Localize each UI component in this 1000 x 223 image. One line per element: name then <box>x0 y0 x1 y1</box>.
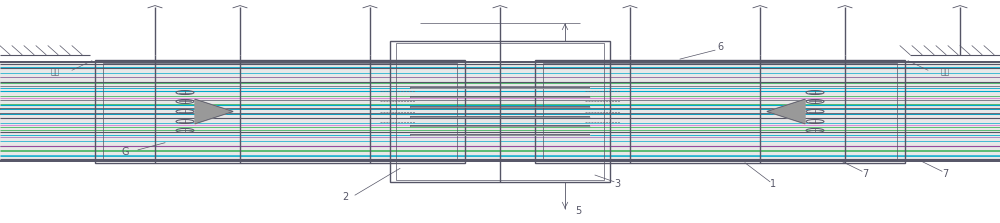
Text: 6: 6 <box>717 42 723 52</box>
Bar <box>396 43 604 180</box>
Text: 7: 7 <box>862 169 868 179</box>
Bar <box>95 60 465 163</box>
Text: G: G <box>121 147 129 157</box>
Bar <box>390 41 610 182</box>
Text: 2: 2 <box>342 192 348 202</box>
Text: 3: 3 <box>614 179 620 189</box>
Bar <box>543 63 897 160</box>
Polygon shape <box>767 99 805 124</box>
Polygon shape <box>195 99 233 124</box>
Text: 地基: 地基 <box>50 67 60 76</box>
Text: 地基: 地基 <box>940 67 950 76</box>
Text: 5: 5 <box>575 206 581 216</box>
Text: 7: 7 <box>942 169 948 179</box>
Bar <box>0 62 1000 161</box>
Bar <box>103 63 457 160</box>
Text: 1: 1 <box>770 179 776 189</box>
Bar <box>535 60 905 163</box>
